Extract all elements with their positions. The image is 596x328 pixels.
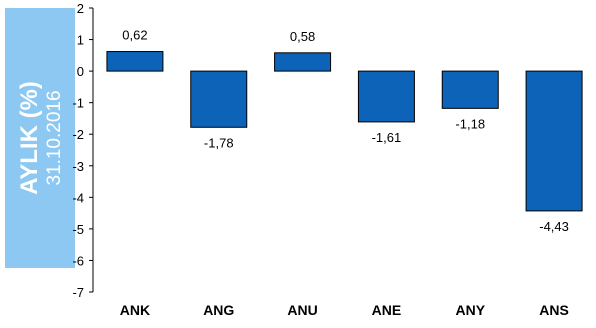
y-tick-label: -6 [72,253,84,268]
x-tick-label: ANY [455,302,485,318]
bar-anu [274,52,332,72]
y-axis: 2 1 0 -1 -2 -3 -4 -5 -6 -7 [72,1,94,300]
bar-ane [357,70,415,123]
data-labels: 0,62 -1,78 0,58 -1,61 -1,18 -4,43 [122,28,569,234]
data-label: -1,78 [204,135,234,150]
data-label: 0,58 [290,29,315,44]
bar-ans [525,70,583,212]
x-tick-label: ANE [372,302,402,318]
bars [106,51,583,212]
y-tick-label: -4 [72,190,84,205]
y-tick-label: -1 [72,96,84,111]
bar-ank [106,51,164,72]
data-label: 0,62 [122,28,147,43]
y-tick-label: 2 [77,1,84,16]
y-tick-label: 0 [77,64,84,79]
bar-any [441,70,499,109]
y-tick-label: 1 [77,33,84,48]
data-label: -4,43 [539,219,569,234]
data-label: -1,18 [455,116,485,131]
x-tick-label: ANU [287,302,317,318]
x-tick-label: ANS [539,302,569,318]
x-tick-label: ANG [203,302,234,318]
y-tick-label: -2 [72,127,84,142]
x-axis: ANK ANG ANU ANE ANY ANS [120,302,569,318]
x-tick-label: ANK [120,302,150,318]
side-panel: AYLIK (%) 31.10.2016 [5,8,75,268]
y-tick-label: -7 [72,285,84,300]
data-label: -1,61 [372,130,402,145]
y-tick-label: -3 [72,159,84,174]
bar-ang [190,70,248,128]
y-tick-label: -5 [72,222,84,237]
